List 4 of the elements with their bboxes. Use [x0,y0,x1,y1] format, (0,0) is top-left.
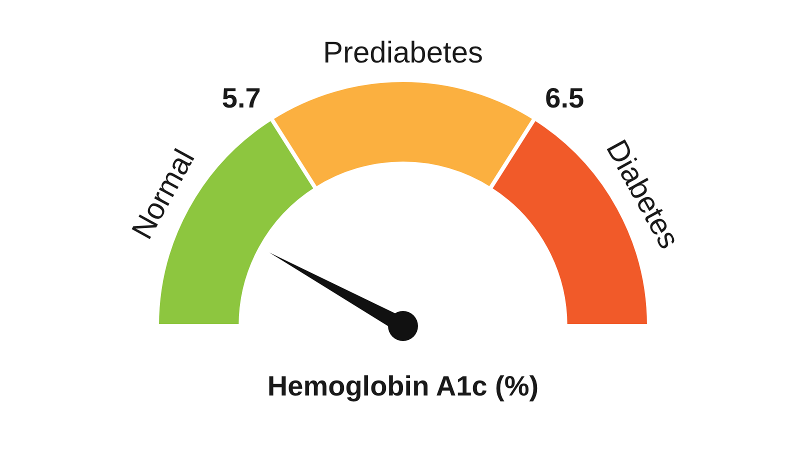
text: 6.5 [545,82,584,114]
slice-label: Prediabetes [322,36,484,70]
text: Hemoglobin A1c (%) [267,370,539,402]
text: 5.7 [222,82,261,114]
